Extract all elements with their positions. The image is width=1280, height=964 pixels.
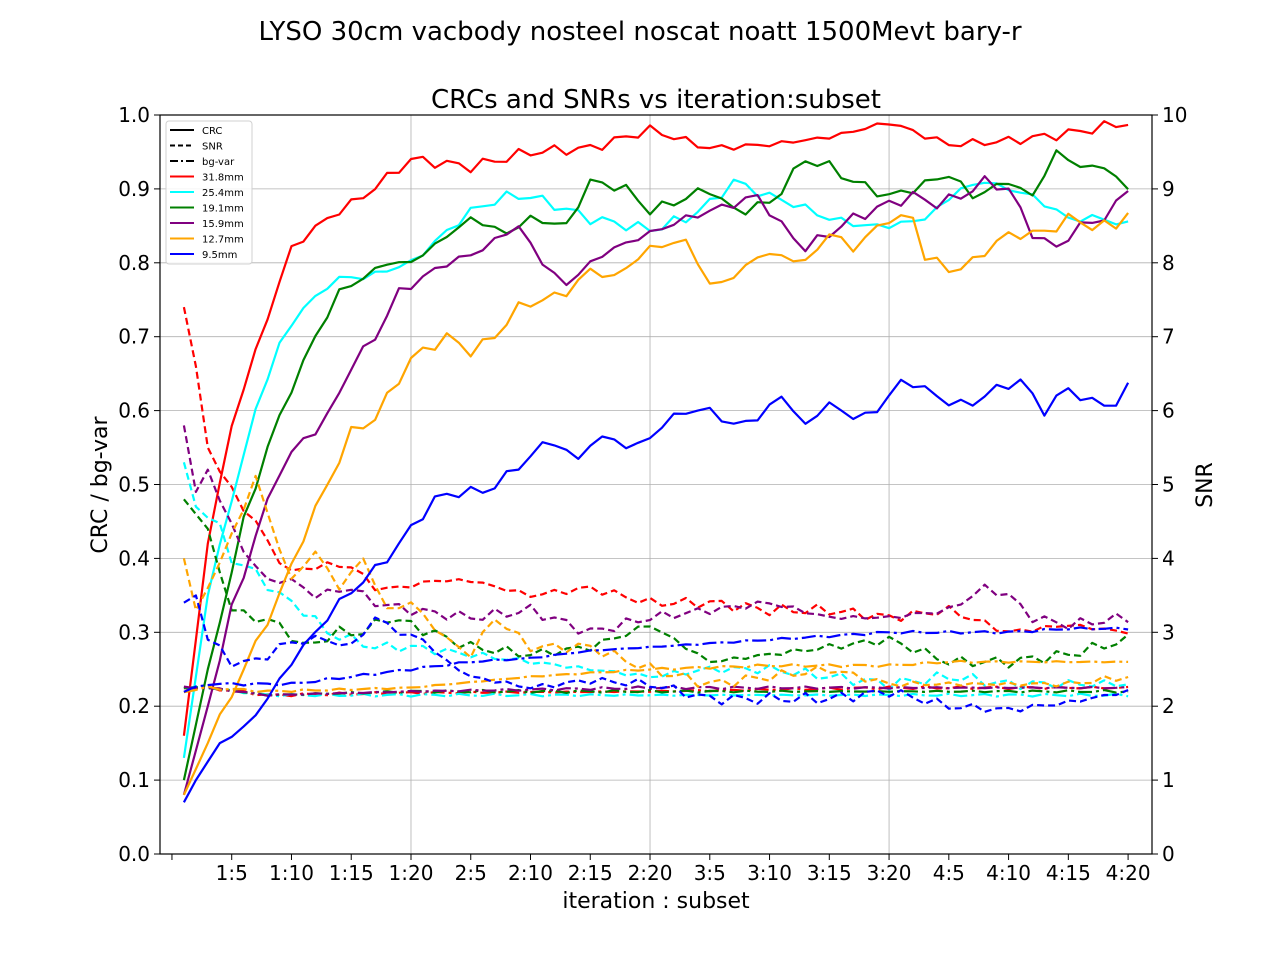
chart-title: CRCs and SNRs vs iteration:subset [431, 85, 881, 115]
x-tick-label: 2:10 [508, 861, 553, 885]
snr-line [183, 498, 1129, 669]
crc-line [182, 378, 1130, 803]
y-tick-label: 0.4 [118, 546, 150, 570]
x-tick-label: 3:20 [867, 861, 912, 885]
figure-suptitle: LYSO 30cm vacbody nosteel noscat noatt 1… [258, 17, 1021, 47]
snr-line [182, 306, 1129, 635]
snr-line [182, 462, 1129, 691]
y2-tick-label: 1 [1162, 768, 1175, 792]
x-tick-label: 3:10 [747, 861, 792, 885]
y-tick-label: 0.2 [118, 694, 150, 718]
y-tick-label: 0.0 [118, 842, 150, 866]
x-tick-label: 4:15 [1046, 861, 1091, 885]
legend-label: 12.7mm [202, 235, 244, 246]
y2-tick-label: 10 [1162, 103, 1187, 127]
crc-line [182, 175, 1129, 796]
x-axis-label: iteration : subset [562, 889, 750, 914]
crc-line [182, 212, 1129, 796]
x-tick-label: 1:20 [389, 861, 434, 885]
y-tick-label: 0.5 [118, 473, 150, 497]
y2-tick-label: 3 [1162, 620, 1175, 644]
x-tick-label: 2:20 [628, 861, 673, 885]
y2-tick-label: 5 [1162, 473, 1175, 497]
bgvar-line [183, 626, 1129, 693]
snr-line [182, 474, 1129, 688]
legend-label: SNR [202, 142, 223, 153]
y-tick-label: 1.0 [118, 103, 150, 127]
legend-label: bg-var [202, 157, 235, 168]
y2-axis-label: SNR [1193, 462, 1218, 508]
legend-label: 15.9mm [202, 219, 244, 230]
x-tick-label: 3:15 [807, 861, 852, 885]
axes: 0.0 0.1 0.2 0.3 0.4 0.5 0.6 0.7 0.8 0.9 1.0 0 1 2 3 4 5 6… [118, 103, 1187, 885]
x-tick-label: 4:20 [1106, 861, 1151, 885]
y2-tick-label: 8 [1162, 251, 1175, 275]
crc-line [182, 149, 1129, 781]
y2-tick-label: 4 [1162, 546, 1175, 570]
legend-label: 31.8mm [202, 173, 244, 184]
snr-line [183, 594, 1129, 713]
x-tick-label: 4:10 [986, 861, 1031, 885]
legend-label: 19.1mm [202, 204, 244, 215]
x-tick-label: 3:5 [694, 861, 726, 885]
legend-label: CRC [202, 126, 222, 137]
plot-lines [182, 120, 1130, 803]
x-tick-label: 4:5 [933, 861, 965, 885]
legend: CRC SNR bg-var 31.8mm 25.4mm 19.1mm 15.9mm 12.7… [165, 120, 253, 265]
y2-tick-label: 7 [1162, 325, 1175, 349]
legend-label: 9.5mm [202, 250, 237, 261]
x-tick-label: 1:15 [329, 861, 374, 885]
y2-tick-label: 0 [1162, 842, 1175, 866]
y-tick-label: 0.1 [118, 768, 150, 792]
bgvar-line [183, 685, 1129, 698]
x-tick-label: 1:5 [216, 861, 248, 885]
y-axis-label: CRC / bg-var [88, 415, 113, 553]
y-tick-label: 0.3 [118, 620, 150, 644]
y-tick-label: 0.6 [118, 399, 150, 423]
x-tick-label: 2:5 [455, 861, 487, 885]
y2-tick-label: 9 [1162, 177, 1175, 201]
y-tick-label: 0.9 [118, 177, 150, 201]
snr-line [182, 425, 1129, 635]
y2-tick-label: 2 [1162, 694, 1175, 718]
crc-line [182, 120, 1129, 736]
y2-tick-label: 6 [1162, 399, 1175, 423]
y-tick-label: 0.7 [118, 325, 150, 349]
x-tick-label: 2:15 [568, 861, 613, 885]
legend-box [165, 120, 253, 265]
bgvar-line [183, 659, 1129, 694]
y-tick-label: 0.8 [118, 251, 150, 275]
legend-label: 25.4mm [202, 188, 244, 199]
x-tick-label: 1:10 [269, 861, 314, 885]
